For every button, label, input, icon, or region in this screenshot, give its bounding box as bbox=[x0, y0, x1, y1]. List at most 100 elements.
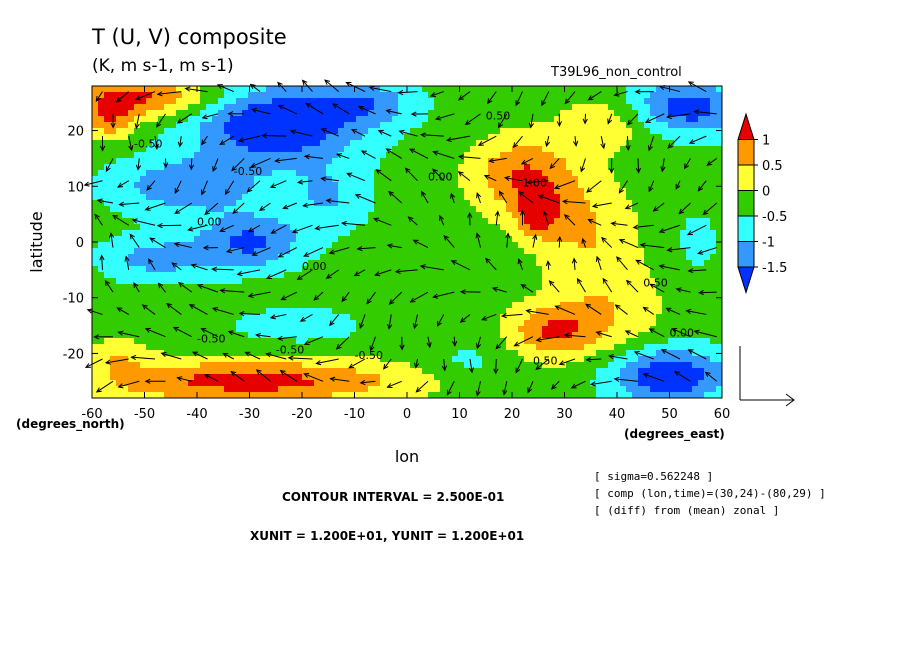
wind-arrow bbox=[595, 255, 602, 271]
wind-arrow bbox=[556, 235, 563, 248]
wind-arrow bbox=[414, 358, 420, 369]
wind-arrow bbox=[266, 269, 287, 280]
wind-arrow bbox=[412, 239, 429, 249]
y-tick-label: -20 bbox=[63, 347, 84, 362]
wind-arrow bbox=[481, 313, 497, 321]
wind-arrow bbox=[211, 266, 234, 272]
wind-arrow bbox=[219, 224, 234, 232]
wind-arrow bbox=[360, 150, 376, 159]
wind-arrow bbox=[104, 358, 129, 365]
wind-arrow bbox=[176, 113, 193, 124]
wind-arrow bbox=[436, 314, 445, 327]
contour-value-label: -0.50 bbox=[134, 137, 162, 150]
wind-arrow bbox=[544, 136, 551, 148]
wind-arrow bbox=[671, 328, 691, 338]
colorbar-label: 0.5 bbox=[762, 159, 783, 174]
wind-arrow bbox=[219, 135, 235, 146]
wind-arrow bbox=[314, 224, 339, 231]
wind-arrow bbox=[251, 247, 271, 256]
y-tick-label: 0 bbox=[76, 236, 84, 251]
x-tick-label: -30 bbox=[239, 407, 260, 422]
wind-arrow bbox=[633, 350, 654, 360]
wind-arrow bbox=[426, 336, 432, 349]
run-label: T39L96_non_control bbox=[550, 65, 682, 80]
wind-arrow bbox=[289, 129, 313, 137]
wind-arrow bbox=[345, 82, 366, 93]
x-tick-label: -50 bbox=[134, 407, 155, 422]
wind-arrow bbox=[666, 247, 691, 253]
wind-arrow bbox=[247, 291, 271, 299]
wind-arrow bbox=[231, 158, 245, 172]
wind-arrow bbox=[325, 198, 350, 204]
wind-arrow bbox=[348, 358, 366, 369]
wind-arrow bbox=[518, 191, 534, 204]
wind-arrow bbox=[610, 221, 628, 227]
wind-arrow bbox=[548, 280, 560, 293]
wind-arrow bbox=[580, 158, 586, 173]
wind-arrow bbox=[230, 370, 245, 382]
wind-arrow bbox=[315, 358, 339, 366]
wind-arrow bbox=[634, 89, 654, 95]
wind-arrow bbox=[503, 175, 523, 182]
wind-arrow bbox=[366, 291, 376, 305]
wind-arrow bbox=[512, 135, 523, 149]
wind-arrow bbox=[134, 91, 156, 101]
wind-arrow bbox=[542, 210, 550, 226]
wind-arrow bbox=[644, 113, 665, 123]
wind-arrow bbox=[232, 202, 245, 214]
wind-arrow bbox=[595, 330, 612, 338]
chart-title: T (U, V) composite bbox=[91, 25, 287, 49]
wind-arrow bbox=[675, 180, 681, 190]
wind-arrow bbox=[666, 113, 691, 120]
wind-arrow bbox=[446, 381, 455, 396]
contour-value-label: 0.00 bbox=[302, 260, 327, 273]
wind-arrow bbox=[549, 158, 560, 170]
wind-arrow bbox=[86, 308, 103, 315]
wind-arrow bbox=[647, 135, 655, 152]
wind-arrow bbox=[686, 224, 707, 236]
wind-arrow bbox=[277, 247, 297, 258]
wind-arrow bbox=[639, 242, 665, 249]
contour-interval-text: CONTOUR INTERVAL = 2.500E-01 bbox=[282, 490, 504, 504]
y-tick-label: -10 bbox=[63, 292, 84, 307]
wind-arrow bbox=[117, 180, 130, 188]
wind-arrow bbox=[187, 224, 208, 232]
wind-arrow bbox=[197, 284, 219, 293]
x-tick-label: -10 bbox=[344, 407, 365, 422]
wind-arrow bbox=[84, 358, 103, 368]
wind-arrow bbox=[225, 247, 245, 254]
wind-arrow bbox=[475, 232, 481, 248]
wind-arrow bbox=[160, 351, 182, 360]
wind-vectors bbox=[83, 79, 718, 397]
wind-arrow bbox=[558, 358, 576, 366]
wind-arrow bbox=[494, 210, 500, 226]
wind-arrow bbox=[409, 291, 429, 303]
wind-arrow bbox=[104, 279, 114, 293]
wind-arrow bbox=[296, 269, 313, 281]
wind-arrow bbox=[117, 330, 140, 338]
wind-arrow bbox=[491, 286, 507, 293]
wind-arrow bbox=[573, 136, 579, 147]
wind-arrow bbox=[297, 179, 313, 185]
wind-arrow bbox=[219, 288, 245, 294]
wind-arrow bbox=[191, 351, 208, 360]
wind-arrow bbox=[166, 303, 182, 315]
wind-arrow bbox=[341, 291, 350, 303]
wind-arrow bbox=[493, 358, 499, 375]
colorbar-segment bbox=[737, 241, 755, 268]
wind-arrow bbox=[535, 336, 560, 343]
wind-arrow bbox=[146, 180, 156, 191]
wind-arrow bbox=[642, 306, 655, 315]
wind-arrow bbox=[475, 336, 482, 350]
wind-arrow bbox=[328, 247, 350, 255]
wind-arrow bbox=[505, 232, 511, 248]
wind-arrow bbox=[589, 380, 612, 387]
wind-arrow bbox=[408, 148, 429, 159]
wind-arrow bbox=[340, 220, 366, 227]
x-axis-ticks: -60 -50 -40 -30 -20 -10 0 10 20 30 40 50 60 bbox=[81, 86, 730, 422]
wind-arrow bbox=[368, 85, 392, 93]
y-axis-label: latitude bbox=[27, 211, 46, 272]
wind-arrow bbox=[105, 158, 114, 173]
wind-arrow bbox=[244, 351, 261, 360]
